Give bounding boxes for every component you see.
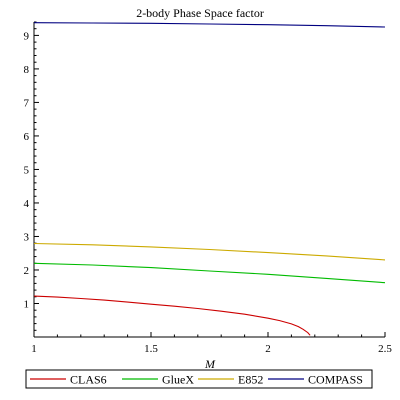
y-tick-label: 2 (24, 265, 30, 277)
x-tick-label: 2 (265, 343, 271, 355)
series-line-compass (33, 22, 386, 28)
x-tick-label: 1.5 (144, 343, 158, 355)
legend-items: CLAS6 GlueX E852 COMPASS (30, 373, 363, 387)
legend-label-e852: E852 (238, 373, 263, 387)
legend: CLAS6 GlueX E852 COMPASS (25, 369, 373, 389)
y-tick-label: 3 (24, 231, 30, 243)
series-line-gluex (33, 262, 386, 284)
y-tick-label: 8 (24, 64, 30, 76)
legend-label-compass: COMPASS (308, 373, 363, 387)
x-tick-label: 1 (31, 343, 37, 355)
y-tick-label: 5 (24, 164, 30, 176)
y-tick-label: 9 (24, 30, 30, 42)
y-tick-label: 6 (24, 131, 30, 143)
x-axis-label: M (204, 357, 216, 371)
legend-label-gluex: GlueX (162, 373, 194, 387)
x-tick-label: 2.5 (378, 343, 392, 355)
chart-title: 2-body Phase Space factor (136, 6, 264, 20)
legend-label-clas6: CLAS6 (70, 373, 107, 387)
series-line-e852 (33, 242, 386, 261)
plot-area: 1 2 3 4 5 6 7 8 9 1 1.5 2 2.5 (24, 21, 392, 355)
y-tick-label: 1 (24, 298, 30, 310)
y-tick-label: 7 (24, 97, 30, 109)
y-tick-label: 4 (24, 198, 30, 210)
series-line-clas6 (33, 295, 311, 336)
